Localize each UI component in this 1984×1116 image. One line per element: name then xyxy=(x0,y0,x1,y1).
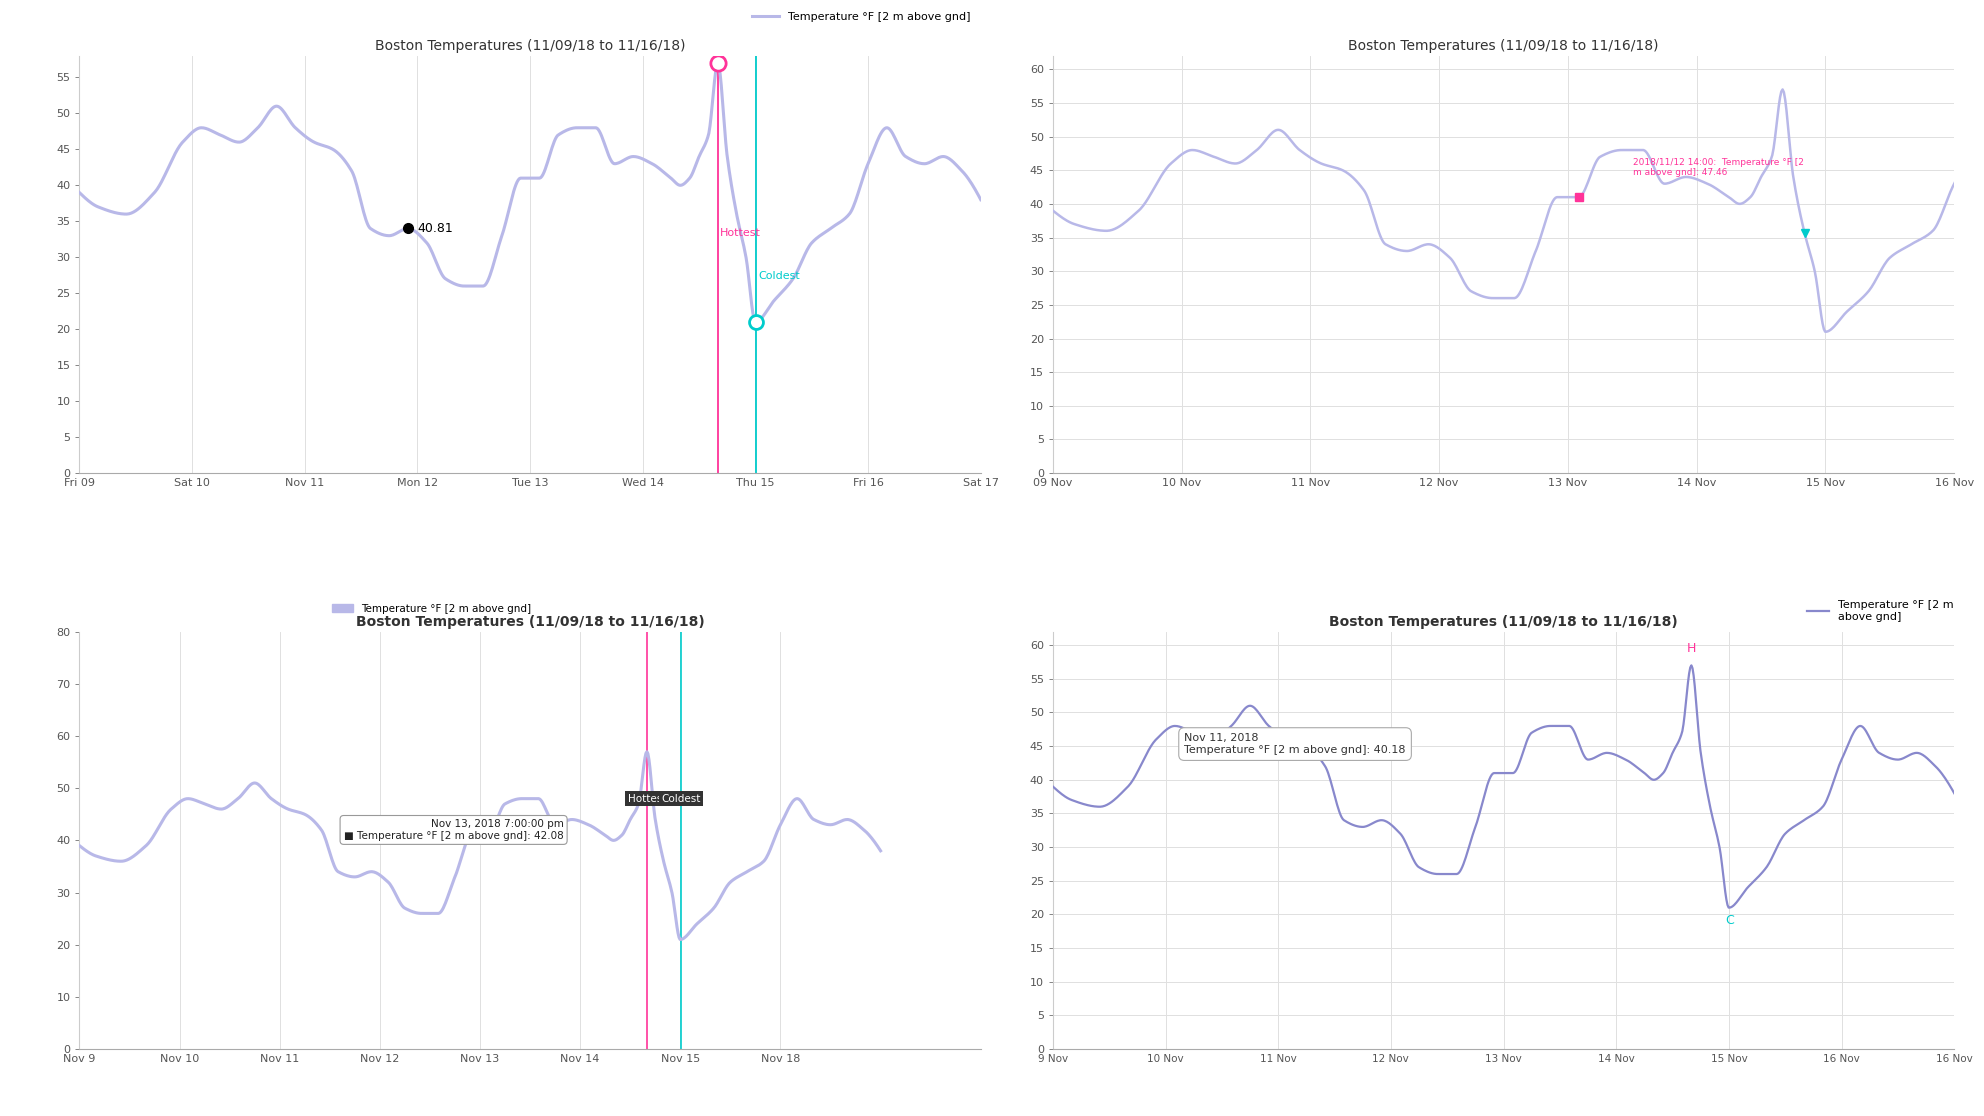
Legend: Temperature °F [2 m
above gnd]: Temperature °F [2 m above gnd] xyxy=(1801,596,1958,626)
Legend: Temperature °F [2 m above gnd]: Temperature °F [2 m above gnd] xyxy=(748,7,976,26)
Text: H: H xyxy=(1686,642,1696,655)
Title: Boston Temperatures (11/09/18 to 11/16/18): Boston Temperatures (11/09/18 to 11/16/1… xyxy=(1329,615,1678,629)
Title: Boston Temperatures (11/09/18 to 11/16/18): Boston Temperatures (11/09/18 to 11/16/1… xyxy=(355,615,704,629)
Text: 40.81: 40.81 xyxy=(417,222,452,235)
Text: C: C xyxy=(1726,914,1734,927)
Text: Hottest: Hottest xyxy=(720,228,762,238)
Legend: Temperature °F [2 m above gnd]: Temperature °F [2 m above gnd] xyxy=(327,599,536,617)
Text: 2018/11/12 14:00:  Temperature °F [2
m above gnd]: 47.46: 2018/11/12 14:00: Temperature °F [2 m ab… xyxy=(1633,157,1803,177)
Text: Nov 11, 2018
Temperature °F [2 m above gnd]: 40.18: Nov 11, 2018 Temperature °F [2 m above g… xyxy=(1184,733,1407,754)
Title: Boston Temperatures (11/09/18 to 11/16/18): Boston Temperatures (11/09/18 to 11/16/1… xyxy=(1349,39,1659,54)
Text: Coldest: Coldest xyxy=(758,271,800,281)
Title: Boston Temperatures (11/09/18 to 11/16/18): Boston Temperatures (11/09/18 to 11/16/1… xyxy=(375,39,684,54)
Text: Coldest: Coldest xyxy=(661,793,700,804)
Text: Nov 13, 2018 7:00:00 pm
■ Temperature °F [2 m above gnd]: 42.08: Nov 13, 2018 7:00:00 pm ■ Temperature °F… xyxy=(343,819,563,840)
Text: Hottest: Hottest xyxy=(627,793,667,804)
